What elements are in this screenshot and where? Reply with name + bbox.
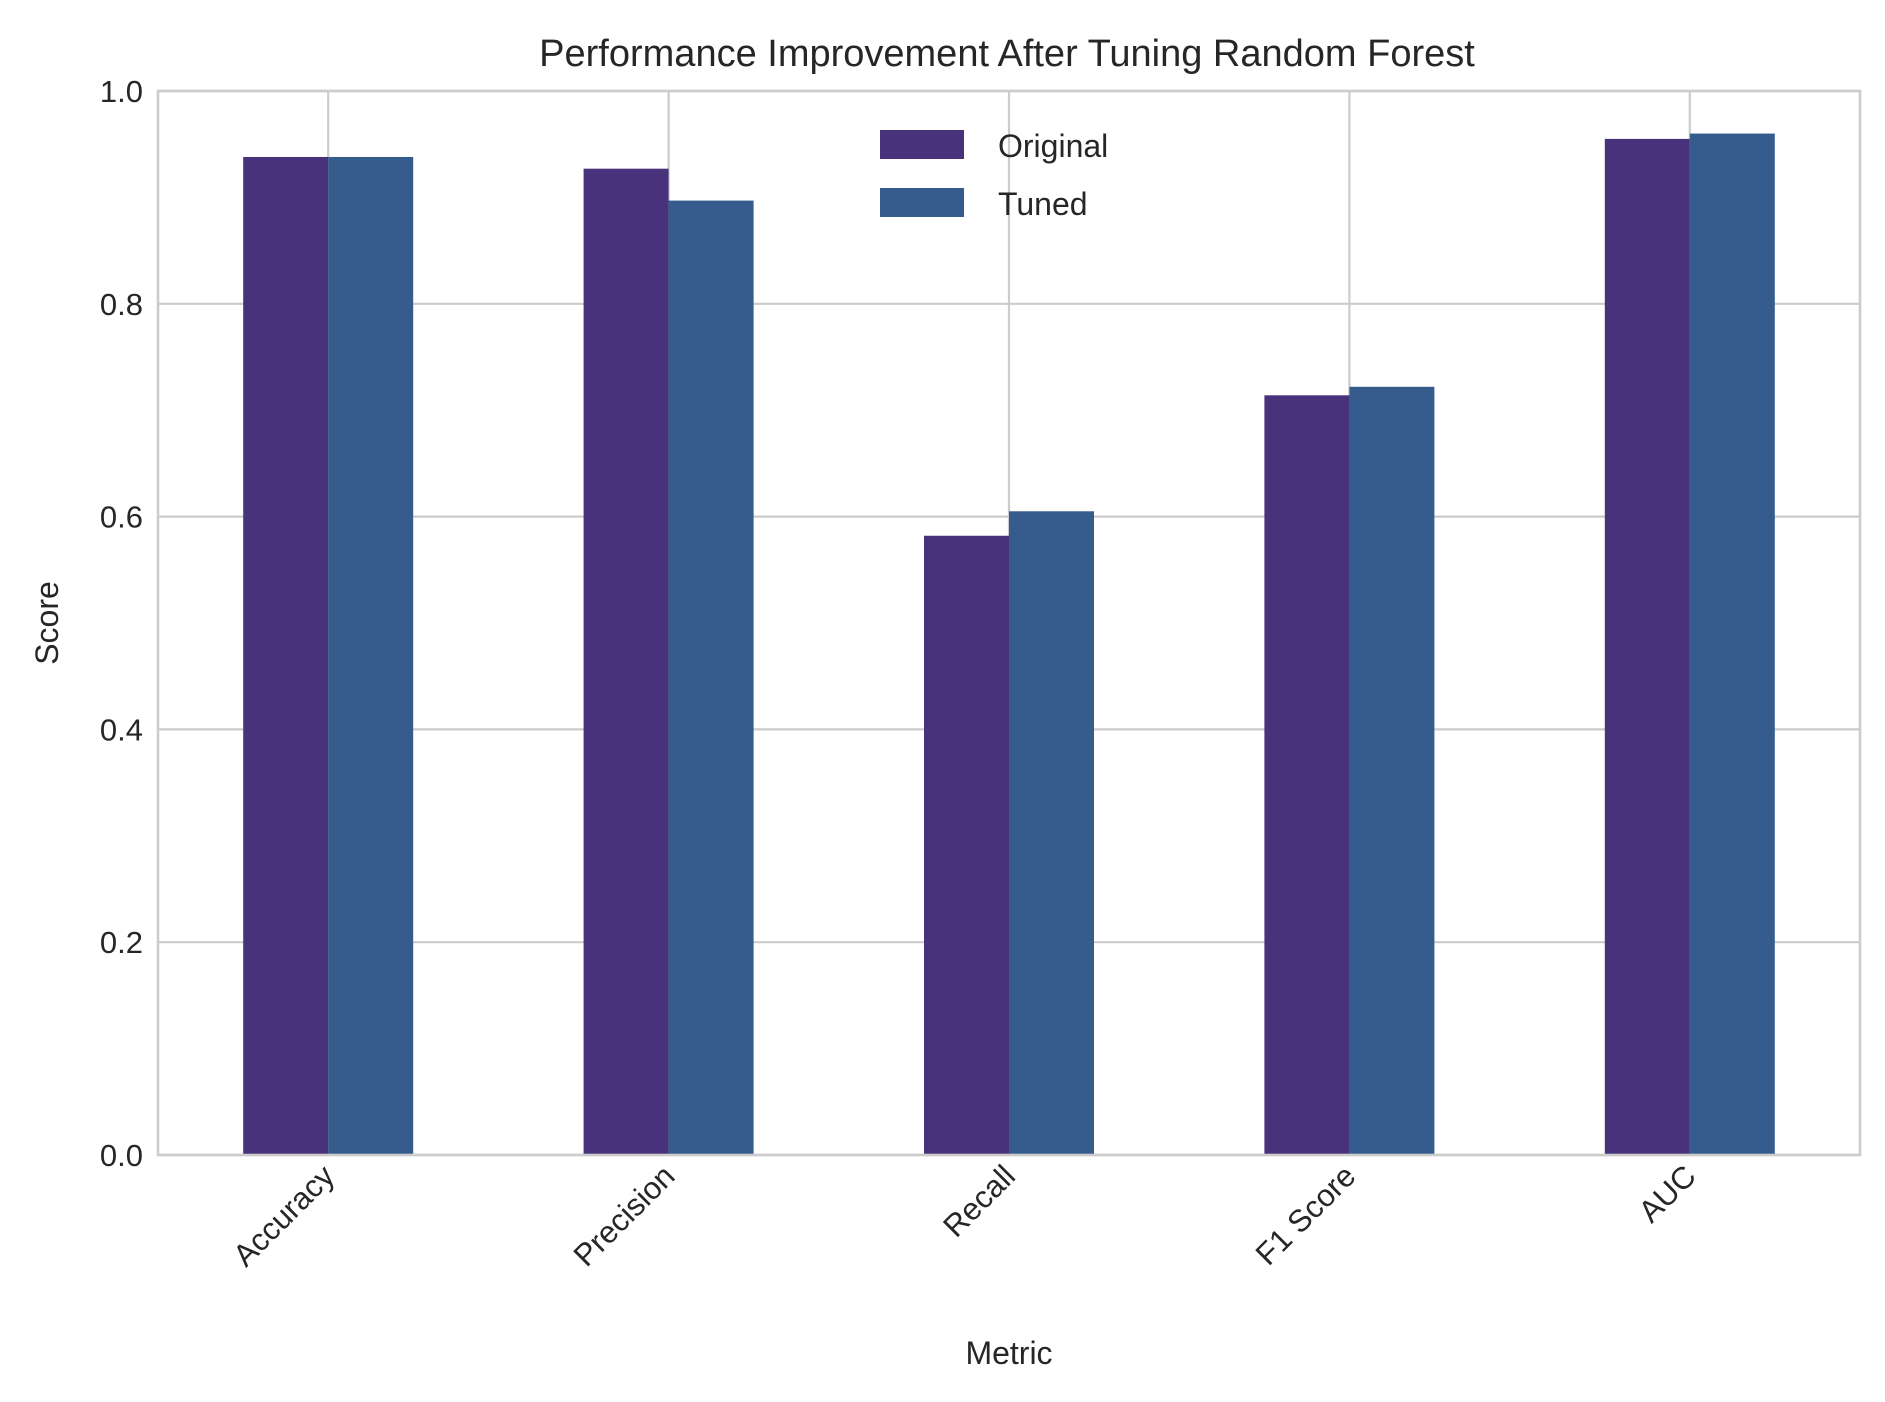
y-axis-label: Score	[29, 581, 65, 665]
x-axis-label: Metric	[965, 1335, 1052, 1371]
y-tick-label: 0.6	[100, 500, 143, 535]
x-tick-label: Precision	[567, 1158, 682, 1273]
x-axis-ticks: Accuracy Precision Recall F1 Score AUC	[226, 1158, 1702, 1273]
bar-tuned-precision	[668, 200, 754, 1156]
bar-original-precision	[583, 168, 669, 1155]
x-tick-label: Recall	[936, 1158, 1022, 1244]
legend: Original Tuned	[880, 128, 1108, 222]
y-tick-label: 0.4	[100, 712, 143, 747]
x-tick-label: AUC	[1632, 1158, 1703, 1229]
bar-original-f1-score	[1264, 395, 1350, 1156]
bar-original-accuracy	[243, 156, 329, 1155]
bar-tuned-auc	[1689, 133, 1775, 1155]
y-axis-ticks: 0.0 0.2 0.4 0.6 0.8 1.0	[100, 74, 143, 1173]
legend-swatch-tuned	[880, 188, 964, 217]
y-tick-label: 0.8	[100, 287, 143, 322]
x-tick-label: F1 Score	[1249, 1158, 1363, 1272]
bar-tuned-f1-score	[1349, 386, 1435, 1155]
bar-original-auc	[1604, 138, 1690, 1155]
bar-tuned-recall	[1009, 511, 1094, 1155]
y-tick-label: 1.0	[100, 74, 143, 109]
bars	[243, 133, 1775, 1156]
chart-title: Performance Improvement After Tuning Ran…	[539, 33, 1475, 75]
legend-label-original: Original	[998, 128, 1108, 164]
plot-frame	[156, 89, 1862, 1157]
legend-swatch-original	[880, 130, 964, 159]
y-tick-label: 0.0	[100, 1138, 143, 1173]
y-tick-label: 0.2	[100, 925, 143, 960]
x-tick-label: Accuracy	[226, 1158, 341, 1273]
legend-label-tuned: Tuned	[998, 186, 1088, 222]
bar-tuned-accuracy	[328, 156, 414, 1155]
bar-original-recall	[924, 535, 1009, 1155]
